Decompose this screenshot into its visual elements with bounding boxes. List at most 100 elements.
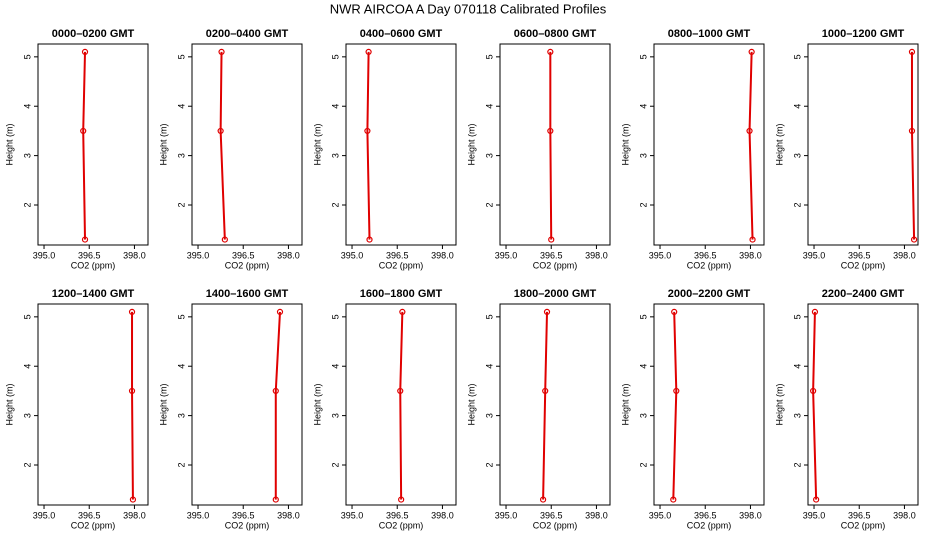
- page-title: NWR AIRCOA A Day 070118 Calibrated Profi…: [330, 1, 607, 16]
- y-tick-label: 4: [792, 104, 802, 109]
- data-point: [746, 127, 753, 135]
- data-point: [128, 387, 136, 395]
- data-point: [908, 127, 916, 135]
- x-tick-label: 398.0: [277, 250, 300, 260]
- y-axis-label: Height (m): [620, 123, 630, 165]
- data-point: [272, 496, 279, 503]
- x-axis-label: CO2 (ppm): [225, 520, 270, 530]
- data-point: [908, 48, 916, 56]
- profile-line: [399, 311, 404, 500]
- y-tick-label: 5: [638, 314, 648, 319]
- x-axis-label: CO2 (ppm): [533, 260, 578, 270]
- y-tick-label: 3: [792, 413, 802, 418]
- x-tick-label: 395.0: [649, 510, 672, 520]
- x-axis-label: CO2 (ppm): [379, 520, 424, 530]
- data-point: [910, 236, 918, 243]
- plot-box: [345, 43, 457, 246]
- x-tick-label: 396.5: [78, 510, 101, 520]
- x-tick-label: 395.0: [187, 250, 210, 260]
- data-point: [365, 48, 372, 56]
- profile-line: [812, 311, 818, 500]
- x-tick-label: 395.0: [33, 250, 56, 260]
- profile-line: [82, 51, 87, 240]
- panel-title: 1800–2000 GMT: [514, 288, 597, 300]
- data-point: [671, 308, 678, 316]
- x-tick-label: 398.0: [585, 510, 608, 520]
- profile-line: [219, 51, 226, 240]
- y-tick-label: 5: [330, 314, 340, 319]
- x-tick-label: 396.5: [232, 510, 255, 520]
- data-point: [217, 127, 224, 135]
- x-tick-label: 398.0: [277, 510, 300, 520]
- x-tick-label: 396.5: [540, 510, 563, 520]
- y-axis-label: Height (m): [466, 383, 476, 425]
- x-axis-label: CO2 (ppm): [841, 260, 886, 270]
- x-tick-label: 395.0: [803, 510, 826, 520]
- x-tick-label: 395.0: [187, 510, 210, 520]
- profile-line: [748, 51, 754, 240]
- x-tick-label: 398.0: [123, 250, 146, 260]
- panel-title: 1600–1800 GMT: [360, 288, 443, 300]
- x-tick-label: 395.0: [803, 250, 826, 260]
- y-axis-label: Height (m): [312, 383, 322, 425]
- y-tick-label: 4: [484, 364, 494, 369]
- x-tick-label: 396.5: [848, 250, 871, 260]
- data-point: [366, 236, 373, 243]
- x-axis-label: CO2 (ppm): [687, 260, 732, 270]
- y-tick-label: 4: [330, 364, 340, 369]
- y-tick-label: 2: [484, 202, 494, 207]
- x-tick-label: 396.5: [386, 250, 409, 260]
- x-tick-label: 398.0: [431, 510, 454, 520]
- x-tick-label: 395.0: [33, 510, 56, 520]
- y-tick-label: 3: [484, 413, 494, 418]
- y-tick-label: 2: [484, 462, 494, 467]
- panel-title: 0000–0200 GMT: [52, 28, 135, 40]
- y-tick-label: 5: [22, 54, 32, 59]
- y-axis-label: Height (m): [4, 123, 14, 165]
- panel-title: 1200–1400 GMT: [52, 288, 135, 300]
- data-point: [548, 236, 555, 243]
- y-tick-label: 5: [792, 314, 802, 319]
- y-tick-label: 5: [22, 314, 32, 319]
- y-tick-label: 3: [22, 413, 32, 418]
- y-tick-label: 2: [22, 462, 32, 467]
- y-tick-label: 3: [484, 153, 494, 158]
- y-tick-label: 4: [330, 104, 340, 109]
- panel-title: 0200–0400 GMT: [206, 28, 289, 40]
- plot-box: [807, 303, 919, 506]
- plot-box: [37, 303, 149, 506]
- x-tick-label: 398.0: [739, 510, 762, 520]
- plot-box: [807, 43, 919, 246]
- x-tick-label: 395.0: [495, 250, 518, 260]
- x-tick-label: 398.0: [431, 250, 454, 260]
- data-point: [398, 496, 405, 503]
- x-tick-label: 398.0: [893, 510, 916, 520]
- x-tick-label: 398.0: [585, 250, 608, 260]
- y-tick-label: 5: [484, 314, 494, 319]
- y-tick-label: 4: [22, 104, 32, 109]
- y-tick-label: 4: [22, 364, 32, 369]
- data-point: [542, 387, 549, 395]
- x-tick-label: 396.5: [386, 510, 409, 520]
- y-tick-label: 3: [638, 153, 648, 158]
- x-tick-label: 395.0: [495, 510, 518, 520]
- x-tick-label: 395.0: [649, 250, 672, 260]
- y-tick-label: 2: [638, 462, 648, 467]
- y-tick-label: 3: [176, 153, 186, 158]
- data-point: [749, 236, 756, 243]
- y-tick-label: 3: [792, 153, 802, 158]
- y-tick-label: 5: [792, 54, 802, 59]
- x-tick-label: 396.5: [540, 250, 563, 260]
- panel-title: 0600–0800 GMT: [514, 28, 597, 40]
- y-tick-label: 2: [792, 462, 802, 467]
- plot-box: [653, 303, 765, 506]
- data-point: [276, 308, 284, 316]
- y-tick-label: 2: [22, 202, 32, 207]
- plot-box: [37, 43, 149, 246]
- plot-box: [499, 303, 611, 506]
- y-tick-label: 4: [638, 364, 648, 369]
- y-axis-label: Height (m): [466, 123, 476, 165]
- x-axis-label: CO2 (ppm): [533, 520, 578, 530]
- data-point: [397, 387, 404, 395]
